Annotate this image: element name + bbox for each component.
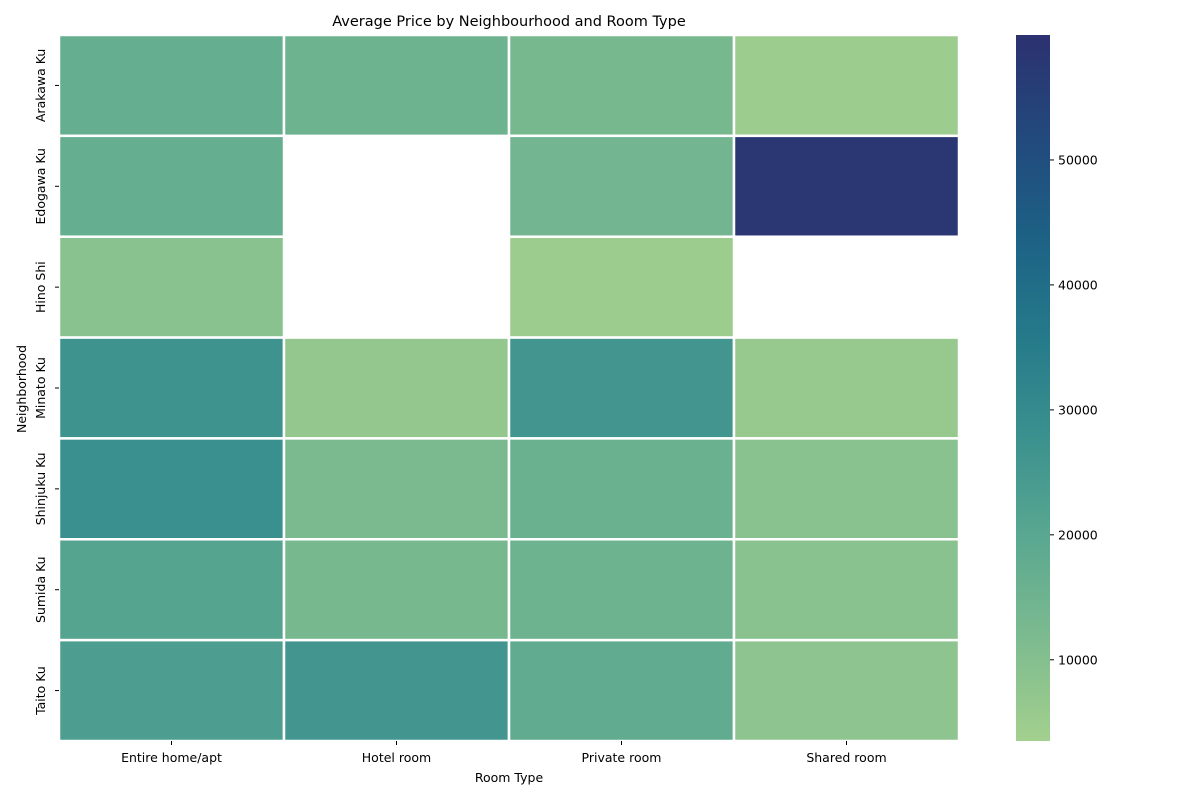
y-tick-label: Arakawa Ku [33, 49, 48, 122]
heatmap-cell-minato-ku-entire-home-apt [57, 336, 286, 440]
heatmap-cell-minato-ku-hotel-room [282, 336, 511, 440]
chart-title: Average Price by Neighbourhood and Room … [332, 14, 686, 30]
y-axis-label: Neighborhood [14, 345, 29, 433]
heatmap-cell-sumida-ku-entire-home-apt [57, 538, 286, 642]
heatmap-cell-sumida-ku-private-room [507, 538, 736, 642]
y-tick-label: Minato Ku [33, 357, 48, 419]
y-tick-label: Taito Ku [33, 666, 48, 716]
x-axis-ticks: Entire home/apt Hotel room Private room Sha… [121, 741, 887, 765]
heatmap-cell-hino-shi-private-room [507, 235, 736, 339]
heatmap-cell-taito-ku-hotel-room [282, 638, 511, 743]
heatmap-cell-taito-ku-shared-room [732, 638, 961, 743]
x-tick-label: Private room [582, 750, 662, 765]
heatmap-cell-arakawa-ku-hotel-room [282, 33, 511, 138]
heatmap-cell-edogawa-ku-private-room [507, 134, 736, 238]
y-tick-label: Sumida Ku [33, 556, 48, 623]
heatmap-cell-shinjuku-ku-entire-home-apt [57, 437, 286, 541]
x-tick-label: Shared room [806, 750, 886, 765]
colorbar-tick-label: 50000 [1058, 152, 1098, 167]
heatmap-cell-arakawa-ku-private-room [507, 33, 736, 138]
heatmap-cell-arakawa-ku-shared-room [732, 33, 961, 138]
y-tick-label: Hino Shi [33, 261, 48, 313]
heatmap-cell-shinjuku-ku-private-room [507, 437, 736, 541]
heatmap-cells [57, 33, 961, 743]
heatmap-cell-sumida-ku-shared-room [732, 538, 961, 642]
x-tick-label: Hotel room [362, 750, 431, 765]
x-axis-label: Room Type [475, 770, 544, 785]
heatmap-cell-taito-ku-entire-home-apt [57, 638, 286, 743]
heatmap-cell-minato-ku-private-room [507, 336, 736, 440]
heatmap-cell-taito-ku-private-room [507, 638, 736, 743]
colorbar-tick-label: 40000 [1058, 277, 1098, 292]
heatmap-cell-edogawa-ku-entire-home-apt [57, 134, 286, 238]
colorbar-tick-label: 10000 [1058, 652, 1098, 667]
heatmap-cell-edogawa-ku-shared-room [732, 134, 961, 238]
heatmap-cell-arakawa-ku-entire-home-apt [57, 33, 286, 138]
colorbar-tick-label: 20000 [1058, 527, 1098, 542]
heatmap-cell-hino-shi-entire-home-apt [57, 235, 286, 339]
heatmap-cell-sumida-ku-hotel-room [282, 538, 511, 642]
colorbar-tick-label: 30000 [1058, 402, 1098, 417]
colorbar-ticks: 10000 20000 30000 40000 50000 [1050, 152, 1098, 667]
y-tick-label: Edogawa Ku [33, 148, 48, 224]
colorbar [1016, 35, 1050, 741]
y-axis-ticks: Arakawa Ku Edogawa Ku Hino Shi Minato Ku Shi… [33, 49, 59, 716]
y-tick-label: Shinjuku Ku [33, 452, 48, 525]
x-tick-label: Entire home/apt [121, 750, 222, 765]
heatmap-cell-minato-ku-shared-room [732, 336, 961, 440]
heatmap-cell-shinjuku-ku-hotel-room [282, 437, 511, 541]
heatmap-cell-shinjuku-ku-shared-room [732, 437, 961, 541]
